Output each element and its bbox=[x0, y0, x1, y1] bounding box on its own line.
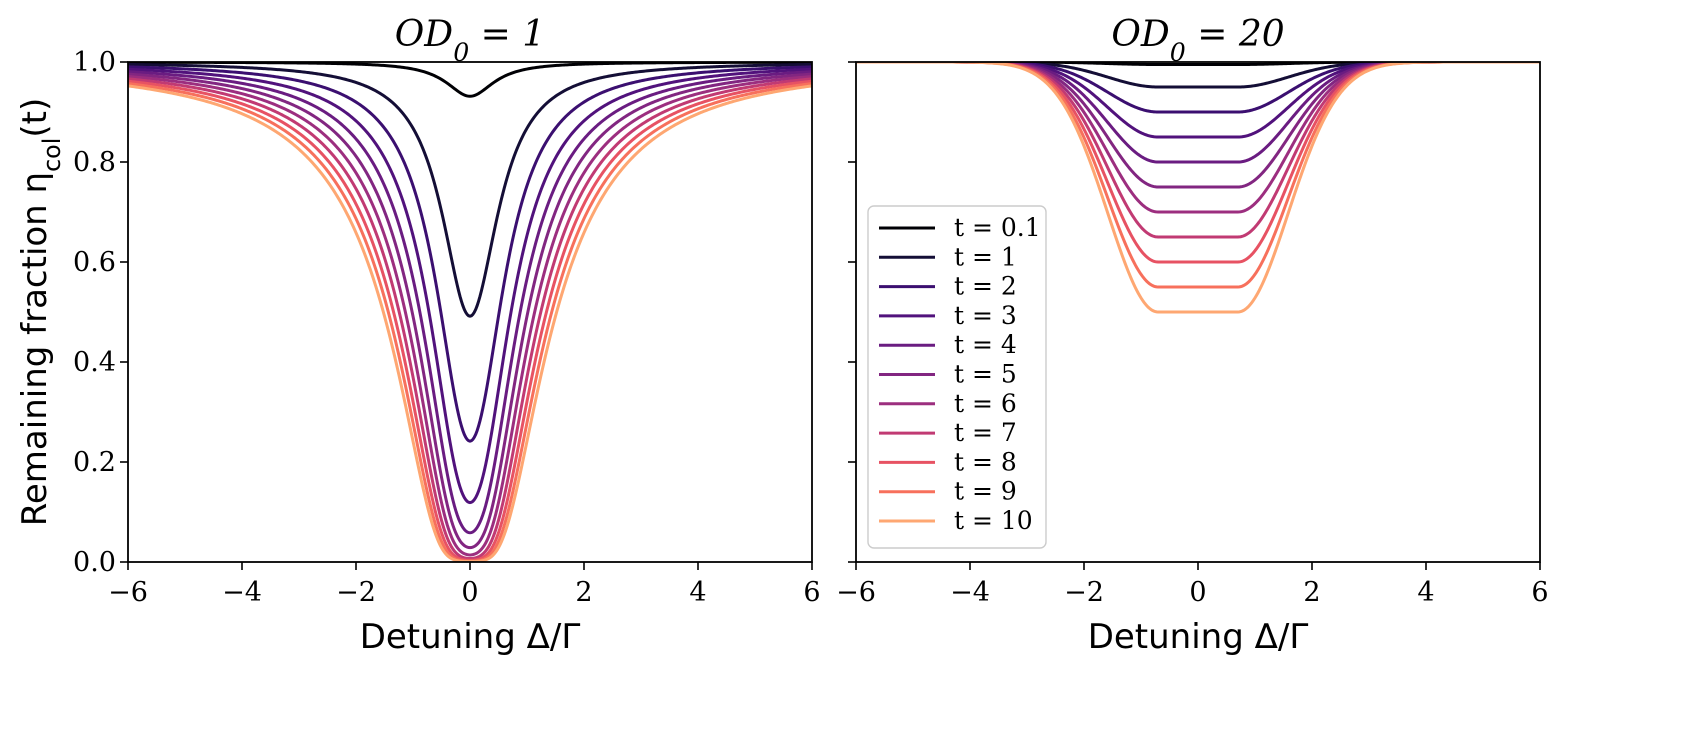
x-tick-label: 2 bbox=[575, 577, 592, 608]
series-line-0-1 bbox=[856, 62, 1540, 66]
legend-entry-label: t = 8 bbox=[954, 447, 1017, 476]
series-line-4 bbox=[128, 70, 812, 535]
panel-title-sub: 0 bbox=[453, 38, 469, 67]
x-tick-label: 2 bbox=[1303, 577, 1320, 608]
axes-frame bbox=[127, 61, 813, 563]
y-tick-label: 0.2 bbox=[73, 447, 116, 478]
x-tick-label: −6 bbox=[108, 577, 148, 608]
y-tick-label: 1.0 bbox=[73, 47, 116, 78]
x-tick-label: 6 bbox=[803, 577, 820, 608]
series-line-5 bbox=[128, 72, 812, 550]
y-axis-label-sub: col bbox=[38, 138, 66, 172]
legend-entry-label: t = 6 bbox=[954, 389, 1017, 418]
x-tick-label: 4 bbox=[1417, 577, 1434, 608]
series-line-6 bbox=[128, 74, 812, 557]
x-tick-label: −4 bbox=[950, 577, 990, 608]
x-tick-label: −6 bbox=[836, 577, 876, 608]
series-line-8 bbox=[128, 79, 812, 562]
y-tick-label: 0.0 bbox=[73, 547, 116, 578]
legend-entry-label: t = 2 bbox=[954, 272, 1017, 301]
x-tick-label: 4 bbox=[689, 577, 706, 608]
series-line-3 bbox=[128, 67, 812, 505]
panel-title: OD0 = 1 bbox=[395, 14, 545, 67]
legend-entry-label: t = 4 bbox=[954, 330, 1017, 359]
panel-title: OD0 = 20 bbox=[1111, 14, 1284, 67]
x-tick-label: −2 bbox=[336, 577, 376, 608]
legend-entry-label: t = 9 bbox=[954, 477, 1017, 506]
legend: t = 0.1t = 1t = 2t = 3t = 4t = 5t = 6t =… bbox=[867, 205, 1047, 549]
legend-entry-label: t = 1 bbox=[954, 242, 1017, 271]
y-axis-label-rest: (t) bbox=[15, 98, 55, 138]
y-tick-label: 0.8 bbox=[73, 147, 116, 178]
x-tick-label: 0 bbox=[461, 577, 478, 608]
legend-entry-label: t = 10 bbox=[954, 506, 1033, 535]
y-axis-label: Remaining fraction ηcol(t) bbox=[15, 98, 66, 526]
series-group bbox=[128, 62, 812, 562]
series-line-3 bbox=[856, 62, 1540, 139]
series-line-2 bbox=[128, 65, 812, 443]
x-tick-label: 6 bbox=[1531, 577, 1548, 608]
x-axis-label: Detuning Δ/Γ bbox=[360, 617, 581, 657]
panel-title-rest: = 1 bbox=[469, 14, 545, 55]
x-tick-label: −2 bbox=[1064, 577, 1104, 608]
panel-title-main: OD bbox=[395, 14, 454, 55]
x-tick-label: 0 bbox=[1189, 577, 1206, 608]
series-line-10 bbox=[128, 84, 812, 562]
legend-entry-label: t = 3 bbox=[954, 301, 1017, 330]
x-tick-label: −4 bbox=[222, 577, 262, 608]
legend-entry-label: t = 0.1 bbox=[954, 213, 1041, 242]
panel-title-main: OD bbox=[1111, 14, 1170, 55]
y-tick-label: 0.4 bbox=[73, 347, 116, 378]
series-line-9 bbox=[128, 82, 812, 562]
panel-title-sub: 0 bbox=[1170, 38, 1186, 67]
series-line-1 bbox=[128, 62, 812, 318]
panel-title-rest: = 20 bbox=[1186, 14, 1285, 55]
series-line-5 bbox=[856, 62, 1540, 189]
x-axis-label: Detuning Δ/Γ bbox=[1088, 617, 1309, 657]
y-axis-label-main: Remaining fraction η bbox=[15, 172, 55, 526]
y-tick-label: 0.6 bbox=[73, 247, 116, 278]
legend-entry-label: t = 5 bbox=[954, 360, 1017, 389]
series-line-7 bbox=[128, 77, 812, 561]
legend-entry-label: t = 7 bbox=[954, 418, 1017, 447]
